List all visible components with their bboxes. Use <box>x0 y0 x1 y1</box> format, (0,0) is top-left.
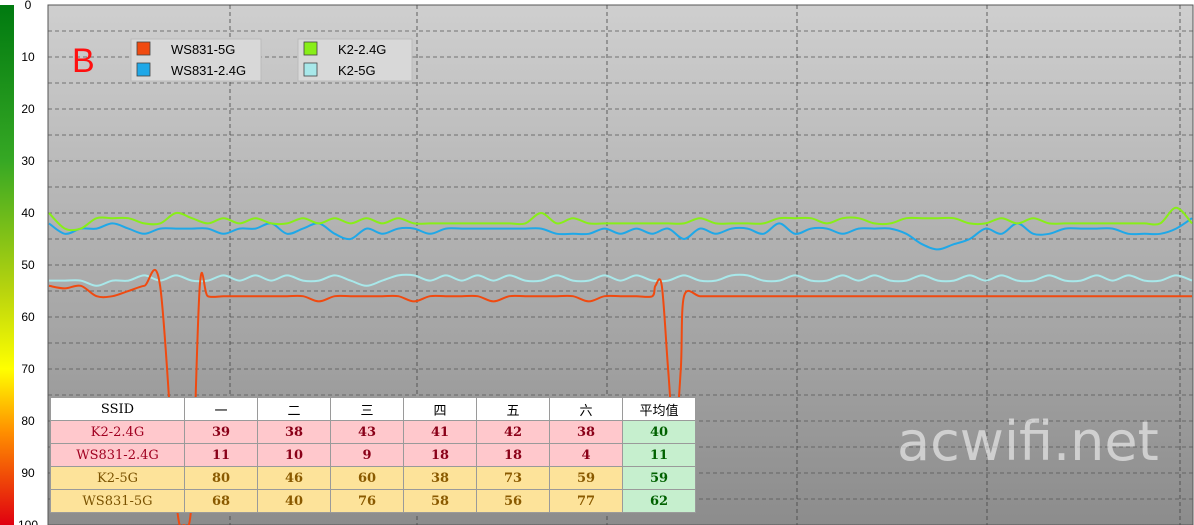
legend-label: K2-5G <box>338 63 376 78</box>
table-value-cell: 59 <box>622 466 696 490</box>
legend-box <box>130 38 262 82</box>
panel-letter: B <box>72 42 95 80</box>
table-value-cell: 40 <box>622 420 696 444</box>
y-tick-label: 50 <box>21 258 35 272</box>
table-value-cell: 60 <box>330 466 404 490</box>
table-header-cell: 三 <box>330 397 404 421</box>
y-tick-label: 60 <box>21 310 35 324</box>
table-value-cell: 73 <box>476 466 550 490</box>
y-tick-label: 20 <box>21 102 35 116</box>
stats-header-row: SSID 一二三四五六平均值 <box>50 397 696 421</box>
table-header-cell: 四 <box>403 397 477 421</box>
table-row: WS831-5G 68 40 76 58 56 77 62 <box>50 489 696 513</box>
table-value-cell: 41 <box>403 420 477 444</box>
table-value-cell: 42 <box>476 420 550 444</box>
y-tick-label: 70 <box>21 362 35 376</box>
watermark: acwifi.net <box>897 410 1159 473</box>
y-axis-ticks: 0 10 20 30 40 50 60 70 80 90 100 <box>18 0 38 525</box>
table-header-cell: 六 <box>549 397 623 421</box>
table-header-cell: SSID <box>50 397 185 421</box>
y-tick-label: 40 <box>21 206 35 220</box>
legend-swatch <box>136 41 151 56</box>
table-row: K2-5G 80 46 60 38 73 59 59 <box>50 466 696 490</box>
y-tick-label: 90 <box>21 466 35 480</box>
table-value-cell: 11 <box>622 443 696 467</box>
series-line-k2-5g <box>48 273 1193 287</box>
series-line-ws831-2-4g <box>48 217 1193 251</box>
table-value-cell: 56 <box>476 489 550 513</box>
table-value-cell: 39 <box>184 420 258 444</box>
legend-label: K2-2.4G <box>338 42 386 57</box>
stats-table: SSID 一二三四五六平均值 K2-2.4G 39 38 43 41 42 38 40 WS831… <box>50 397 696 513</box>
y-tick-label: 0 <box>25 0 32 12</box>
y-tick-label: 100 <box>18 518 38 525</box>
table-value-cell: 18 <box>476 443 550 467</box>
table-value-cell: 80 <box>184 466 258 490</box>
table-value-cell: 58 <box>403 489 477 513</box>
y-tick-label: 10 <box>21 50 35 64</box>
table-value-cell: 62 <box>622 489 696 513</box>
legend-label: WS831-2.4G <box>171 63 246 78</box>
table-value-cell: 77 <box>549 489 623 513</box>
table-ssid-cell: WS831-5G <box>50 489 185 513</box>
table-value-cell: 38 <box>403 466 477 490</box>
table-header-cell: 一 <box>184 397 258 421</box>
table-header-cell: 二 <box>257 397 331 421</box>
table-value-cell: 11 <box>184 443 258 467</box>
table-value-cell: 40 <box>257 489 331 513</box>
table-value-cell: 10 <box>257 443 331 467</box>
legend-label: WS831-5G <box>171 42 235 57</box>
legend-swatch <box>303 41 318 56</box>
table-ssid-cell: WS831-2.4G <box>50 443 185 467</box>
table-value-cell: 38 <box>549 420 623 444</box>
table-value-cell: 46 <box>257 466 331 490</box>
table-value-cell: 59 <box>549 466 623 490</box>
legend-swatch <box>303 62 318 77</box>
table-header-cell: 平均值 <box>622 397 696 421</box>
y-tick-label: 80 <box>21 414 35 428</box>
color-scale-bar <box>0 5 14 525</box>
series-lines <box>48 206 1193 525</box>
table-row: K2-2.4G 39 38 43 41 42 38 40 <box>50 420 696 444</box>
series-line-k2-2-4g <box>48 206 1193 232</box>
table-ssid-cell: K2-2.4G <box>50 420 185 444</box>
table-value-cell: 76 <box>330 489 404 513</box>
table-value-cell: 9 <box>330 443 404 467</box>
y-tick-label: 30 <box>21 154 35 168</box>
table-row: WS831-2.4G 11 10 9 18 18 4 11 <box>50 443 696 467</box>
table-value-cell: 43 <box>330 420 404 444</box>
legend: WS831-5G WS831-2.4G K2-2.4G K2-5G <box>130 38 413 82</box>
table-value-cell: 4 <box>549 443 623 467</box>
table-value-cell: 38 <box>257 420 331 444</box>
legend-swatch <box>136 62 151 77</box>
table-ssid-cell: K2-5G <box>50 466 185 490</box>
table-value-cell: 68 <box>184 489 258 513</box>
table-value-cell: 18 <box>403 443 477 467</box>
table-header-cell: 五 <box>476 397 550 421</box>
series-line-ws831-5g <box>48 268 1193 525</box>
